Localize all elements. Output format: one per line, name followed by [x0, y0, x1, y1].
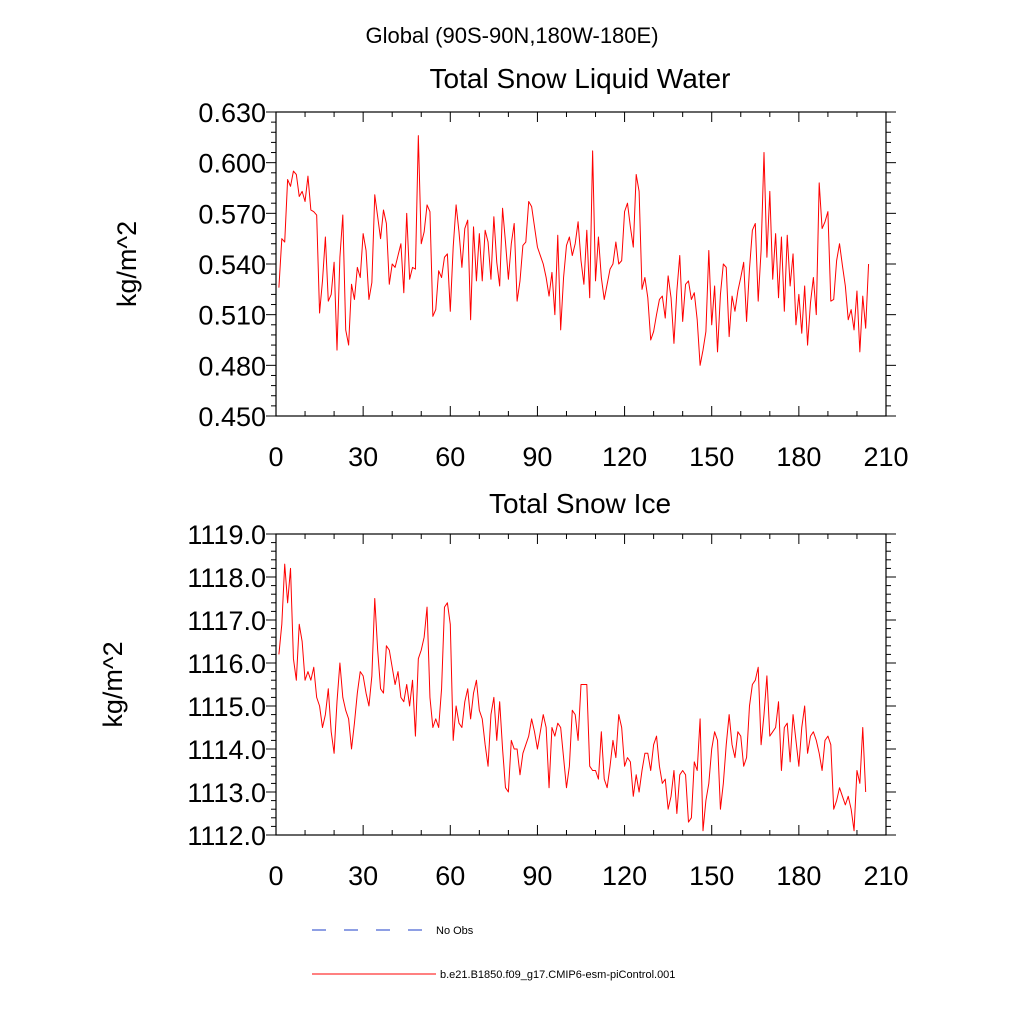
x-tick-label: 120 — [602, 442, 647, 472]
x-tick-label: 90 — [522, 442, 552, 472]
x-tick-label: 90 — [522, 861, 552, 891]
figure-header: Global (90S-90N,180W-180E) — [365, 23, 658, 48]
x-tick-label: 0 — [268, 861, 283, 891]
legend-label-no-obs: No Obs — [436, 925, 474, 937]
y-tick-label: 1115.0 — [187, 692, 266, 722]
x-tick-label: 210 — [863, 861, 908, 891]
y-tick-label: 1116.0 — [187, 649, 266, 679]
y-tick-label: 0.540 — [198, 250, 266, 280]
y-tick-label: 0.510 — [198, 301, 266, 331]
snow-liquid-water-chart: Total Snow Liquid Water kg/m^2 0 30 60 90 12… — [112, 63, 909, 472]
y-tick-label: 0.570 — [198, 199, 266, 229]
x-tick-label: 120 — [602, 861, 647, 891]
plot-frame — [275, 533, 887, 836]
legend-label-model-run: b.e21.B1850.f09_g17.CMIP6-esm-piControl.… — [440, 969, 675, 981]
y-tick-label: 1119.0 — [187, 520, 266, 550]
x-tick-label: 30 — [348, 442, 378, 472]
x-tick-label: 60 — [435, 861, 465, 891]
x-tick-label: 150 — [689, 442, 734, 472]
x-tick-label: 150 — [689, 861, 734, 891]
x-tick-label: 30 — [348, 861, 378, 891]
chart-title: Total Snow Liquid Water — [430, 63, 731, 94]
y-tick-label: 1117.0 — [187, 606, 266, 636]
y-axis-label: kg/m^2 — [98, 641, 128, 727]
y-tick-label: 0.630 — [198, 98, 266, 128]
x-tick-label: 180 — [776, 442, 821, 472]
axis-ticks — [266, 533, 896, 836]
y-tick-label: 0.480 — [198, 351, 266, 381]
legend: No Obs b.e21.B1850.f09_g17.CMIP6-esm-piC… — [312, 925, 675, 981]
y-tick-label: 0.600 — [198, 149, 266, 179]
x-tick-label: 0 — [268, 442, 283, 472]
tick-labels: 0 30 60 90 120 150 180 210 0.450 0.480 0.510 0.540 0… — [198, 98, 908, 472]
y-tick-label: 0.450 — [198, 402, 266, 432]
plot-frame — [275, 111, 887, 417]
y-tick-label: 1113.0 — [187, 778, 266, 808]
series-line — [278, 135, 870, 366]
y-axis-label: kg/m^2 — [112, 221, 142, 307]
chart-title: Total Snow Ice — [489, 488, 671, 519]
tick-labels: 0 30 60 90 120 150 180 210 1112.0 1113.0 1114.0 111… — [187, 520, 908, 891]
axis-ticks — [266, 111, 896, 417]
x-tick-label: 210 — [863, 442, 908, 472]
y-tick-label: 1112.0 — [187, 821, 266, 851]
series-line — [278, 563, 867, 832]
y-tick-label: 1114.0 — [187, 735, 266, 765]
x-tick-label: 180 — [776, 861, 821, 891]
snow-ice-chart: Total Snow Ice kg/m^2 0 30 60 90 120 150 180 21… — [98, 488, 909, 891]
y-tick-label: 1118.0 — [187, 563, 266, 593]
x-tick-label: 60 — [435, 442, 465, 472]
